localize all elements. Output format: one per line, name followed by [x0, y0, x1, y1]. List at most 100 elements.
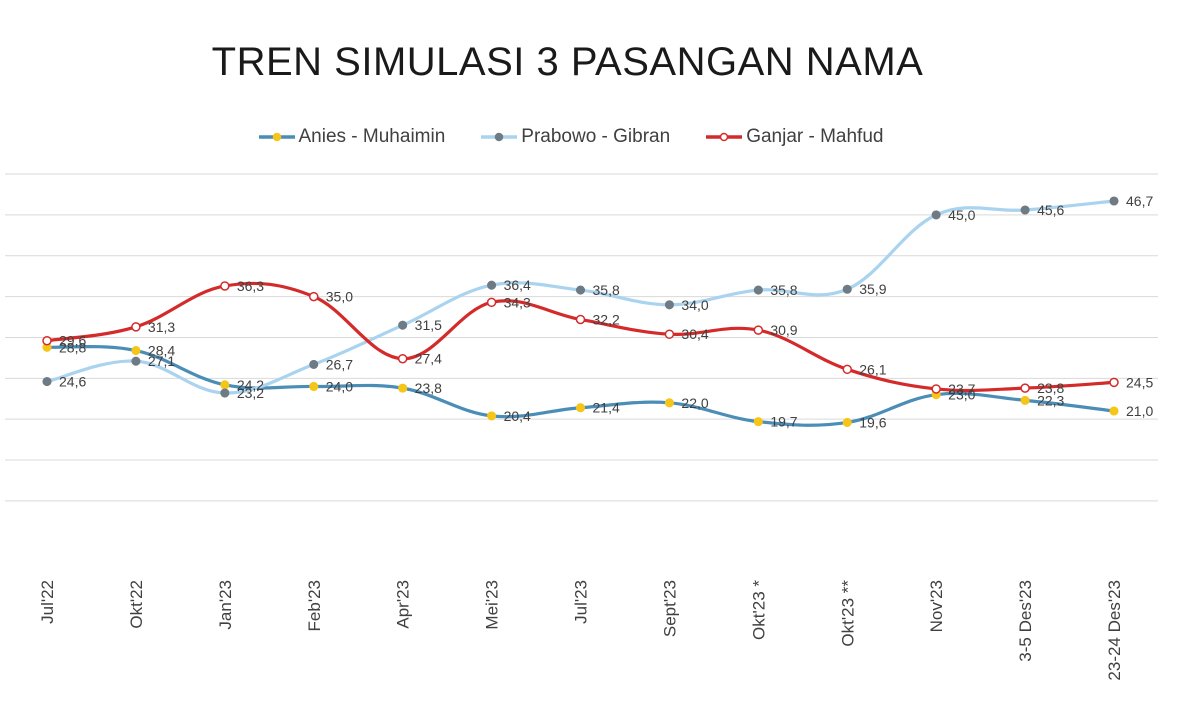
data-point	[575, 314, 586, 325]
data-label: 35,8	[593, 282, 620, 298]
data-point	[1020, 205, 1030, 215]
x-tick-label: Mei'23	[483, 580, 502, 630]
data-point	[753, 285, 763, 295]
legend-marker	[495, 132, 504, 142]
x-tick-label: Feb'23	[305, 580, 324, 631]
data-label: 34,0	[681, 297, 708, 313]
data-label: 27,4	[415, 351, 442, 367]
data-label: 23,0	[948, 387, 975, 403]
series-line-ganjar-mahfud	[45, 281, 1116, 393]
data-label: 19,6	[859, 414, 886, 430]
data-label: 24,2	[237, 377, 264, 393]
data-point	[842, 284, 852, 294]
data-point	[1020, 383, 1030, 393]
data-point	[42, 377, 52, 387]
data-point	[309, 291, 319, 302]
x-tick-label: Jul'22	[38, 580, 57, 624]
data-label: 28,8	[59, 339, 86, 355]
data-label: 22,3	[1037, 392, 1064, 408]
x-tick-label: Okt'23 **	[838, 580, 857, 647]
data-label: 21,0	[1126, 403, 1153, 419]
data-label: 35,8	[770, 282, 797, 298]
data-point	[398, 320, 408, 330]
data-label: 36,3	[237, 278, 264, 294]
x-tick-label: Nov'23	[927, 580, 946, 632]
data-point	[842, 364, 852, 375]
data-point	[131, 356, 141, 366]
data-label: 30,4	[681, 326, 708, 342]
legend-swatch	[258, 132, 295, 142]
data-point	[42, 335, 52, 346]
data-point	[309, 359, 319, 369]
data-label: 23,2	[237, 385, 264, 401]
data-label: 29,6	[59, 333, 86, 349]
legend-swatch	[706, 132, 743, 142]
legend-marker	[719, 132, 729, 142]
data-point	[931, 210, 941, 220]
x-tick-label: 23-24 Des'23	[1105, 580, 1124, 681]
x-tick-label: Sept'23	[660, 580, 679, 637]
legend: Anies - Muhaimin Prabowo - Gibran Ganjar -…	[0, 126, 1140, 148]
data-label: 27,1	[148, 353, 175, 369]
data-label: 22,0	[681, 395, 708, 411]
data-label: 23,8	[415, 380, 442, 396]
data-point	[398, 383, 408, 393]
data-label: 23,7	[948, 381, 975, 397]
x-tick-label: Apr'23	[394, 580, 413, 629]
data-label: 23,8	[1037, 380, 1064, 396]
data-label: 45,0	[948, 207, 975, 223]
chart-title: TREN SIMULASI 3 PASANGAN NAMA	[211, 40, 924, 84]
data-point	[220, 380, 230, 390]
x-tick-label: Okt'23 *	[749, 580, 768, 640]
data-label: 35,9	[859, 281, 886, 297]
data-point	[931, 384, 941, 394]
legend-label: Prabowo - Gibran	[521, 126, 671, 147]
data-label: 30,9	[770, 322, 797, 338]
data-point	[664, 398, 674, 408]
data-label: 32,2	[593, 311, 620, 327]
data-point	[842, 417, 852, 427]
data-label: 26,1	[859, 361, 886, 377]
data-label: 35,0	[326, 289, 353, 305]
data-point	[753, 325, 764, 335]
legend-item-anies-muhaimin: Anies - Muhaimin	[257, 126, 446, 148]
data-point	[220, 388, 230, 398]
data-label: 19,7	[770, 414, 797, 430]
data-point	[1109, 406, 1119, 416]
data-label: 24,5	[1126, 374, 1153, 390]
data-point	[131, 345, 141, 356]
data-point	[397, 353, 408, 364]
x-tick-label: 3-5 Des'23	[1016, 580, 1035, 662]
legend-marker	[272, 132, 281, 142]
data-label: 45,6	[1037, 202, 1064, 218]
data-point	[575, 403, 586, 413]
x-tick-label: Jul'23	[572, 580, 591, 624]
data-label: 20,4	[504, 408, 531, 424]
legend-label: Ganjar - Mahfud	[746, 126, 884, 147]
data-point	[131, 322, 141, 332]
data-point	[1109, 377, 1119, 388]
data-point	[486, 297, 497, 308]
legend-label: Anies - Muhaimin	[298, 126, 446, 147]
data-point	[487, 411, 497, 421]
data-point	[309, 381, 319, 392]
x-tick-label: Jan'23	[216, 580, 235, 630]
data-point	[575, 285, 586, 295]
data-label: 26,7	[326, 356, 353, 372]
data-label: 36,4	[504, 277, 531, 293]
data-label: 28,4	[148, 343, 175, 359]
data-label: 31,3	[148, 319, 175, 335]
legend-item-ganjar-mahfud: Ganjar - Mahfud	[704, 126, 883, 148]
x-tick-label: Okt'22	[127, 580, 146, 629]
data-point	[1109, 196, 1119, 206]
data-label: 34,3	[504, 294, 531, 310]
data-label: 31,5	[415, 317, 442, 333]
legend-item-prabowo-gibran: Prabowo - Gibran	[479, 126, 670, 148]
data-label: 24,0	[326, 378, 353, 394]
data-point	[220, 281, 230, 291]
data-label: 24,6	[59, 374, 86, 390]
data-point	[664, 329, 675, 339]
data-point	[753, 417, 763, 427]
data-point	[664, 300, 674, 310]
